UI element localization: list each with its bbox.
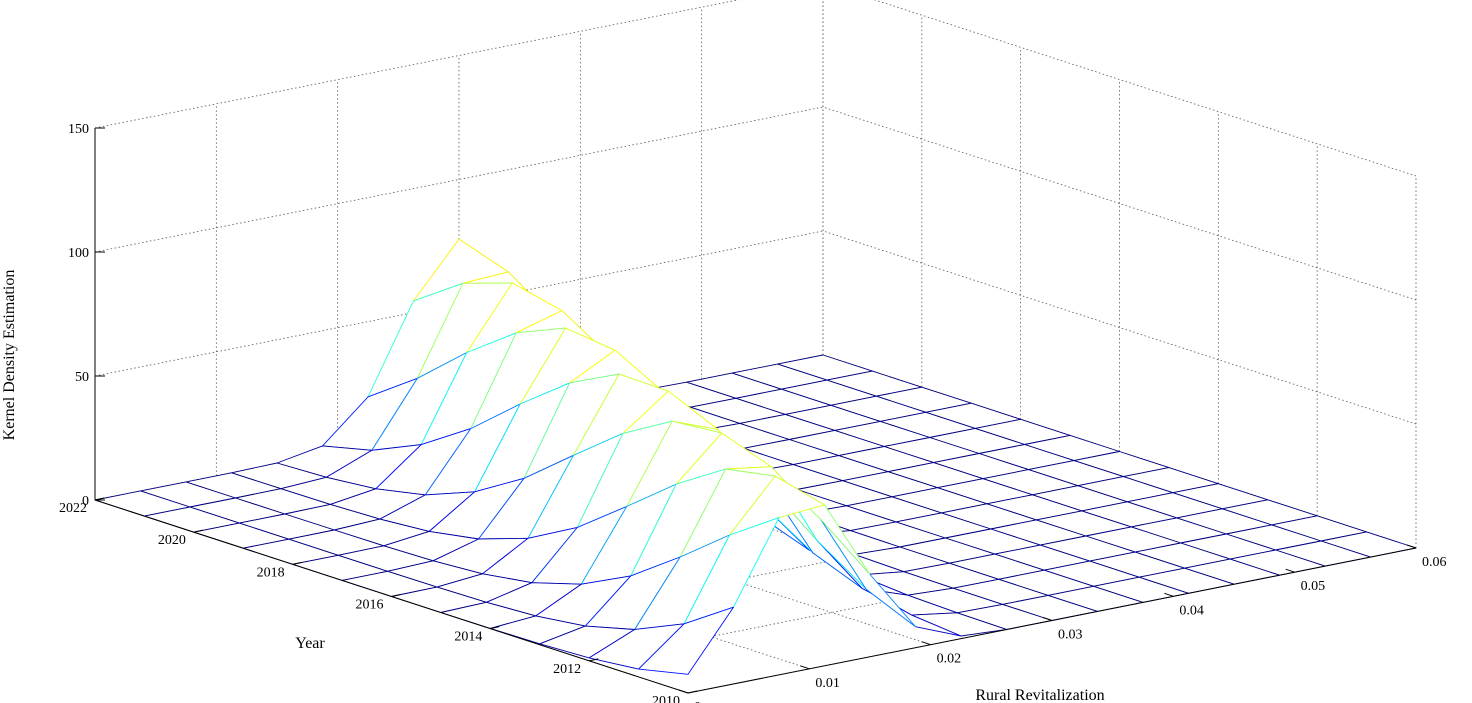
- x-tick-label: 0.05: [1301, 579, 1326, 594]
- x-tick-label: 0.02: [937, 652, 962, 667]
- y-tick: [193, 529, 203, 533]
- x-tick: [921, 641, 931, 646]
- z-tick-label: 150: [68, 122, 89, 137]
- y-tick: [490, 626, 500, 630]
- grid-line: [873, 0, 1417, 177]
- z-tick-label: 100: [68, 246, 89, 261]
- y-tick: [687, 690, 698, 694]
- x-tick-label: 0.01: [815, 676, 840, 691]
- x-tick-label: 0.03: [1058, 628, 1083, 643]
- x-tick-label: 0.06: [1422, 555, 1447, 570]
- x-tick: [1406, 544, 1417, 549]
- tick-labels: 050100150201020122014201620182020202200.…: [59, 122, 1447, 703]
- y-tick-label: 2018: [257, 565, 285, 580]
- y-tick-label: 2020: [158, 533, 186, 548]
- axes-layer: [94, 127, 1417, 694]
- y-tick: [391, 594, 401, 597]
- grid-layer: [94, 0, 1417, 694]
- x-tick: [1042, 617, 1053, 621]
- y-tick-label: 2010: [652, 694, 680, 703]
- y-tick: [94, 497, 105, 501]
- surface-cell: [638, 606, 734, 675]
- y-tick-label: 2022: [59, 501, 87, 516]
- x-tick-label: 0: [694, 700, 701, 703]
- z-tick-label: 50: [75, 370, 89, 385]
- x-axis-label: Rural Revitalization: [975, 687, 1104, 703]
- x-tick: [800, 665, 810, 670]
- surface-mesh: [94, 238, 1417, 675]
- grid-line: [94, 0, 740, 129]
- x-tick: [678, 689, 689, 694]
- z-tick-label: 0: [82, 494, 89, 509]
- z-axis-label: Kernel Density Estimation: [1, 270, 18, 441]
- x-tick-label: 0.04: [1179, 603, 1204, 618]
- y-tick: [589, 658, 599, 662]
- x-tick: [1285, 568, 1295, 573]
- y-tick-label: 2012: [553, 662, 581, 677]
- y-axis-label: Year: [295, 635, 325, 652]
- x-tick: [1164, 592, 1174, 597]
- y-tick: [292, 561, 302, 565]
- y-tick-label: 2016: [356, 598, 384, 613]
- y-tick-label: 2014: [454, 630, 482, 645]
